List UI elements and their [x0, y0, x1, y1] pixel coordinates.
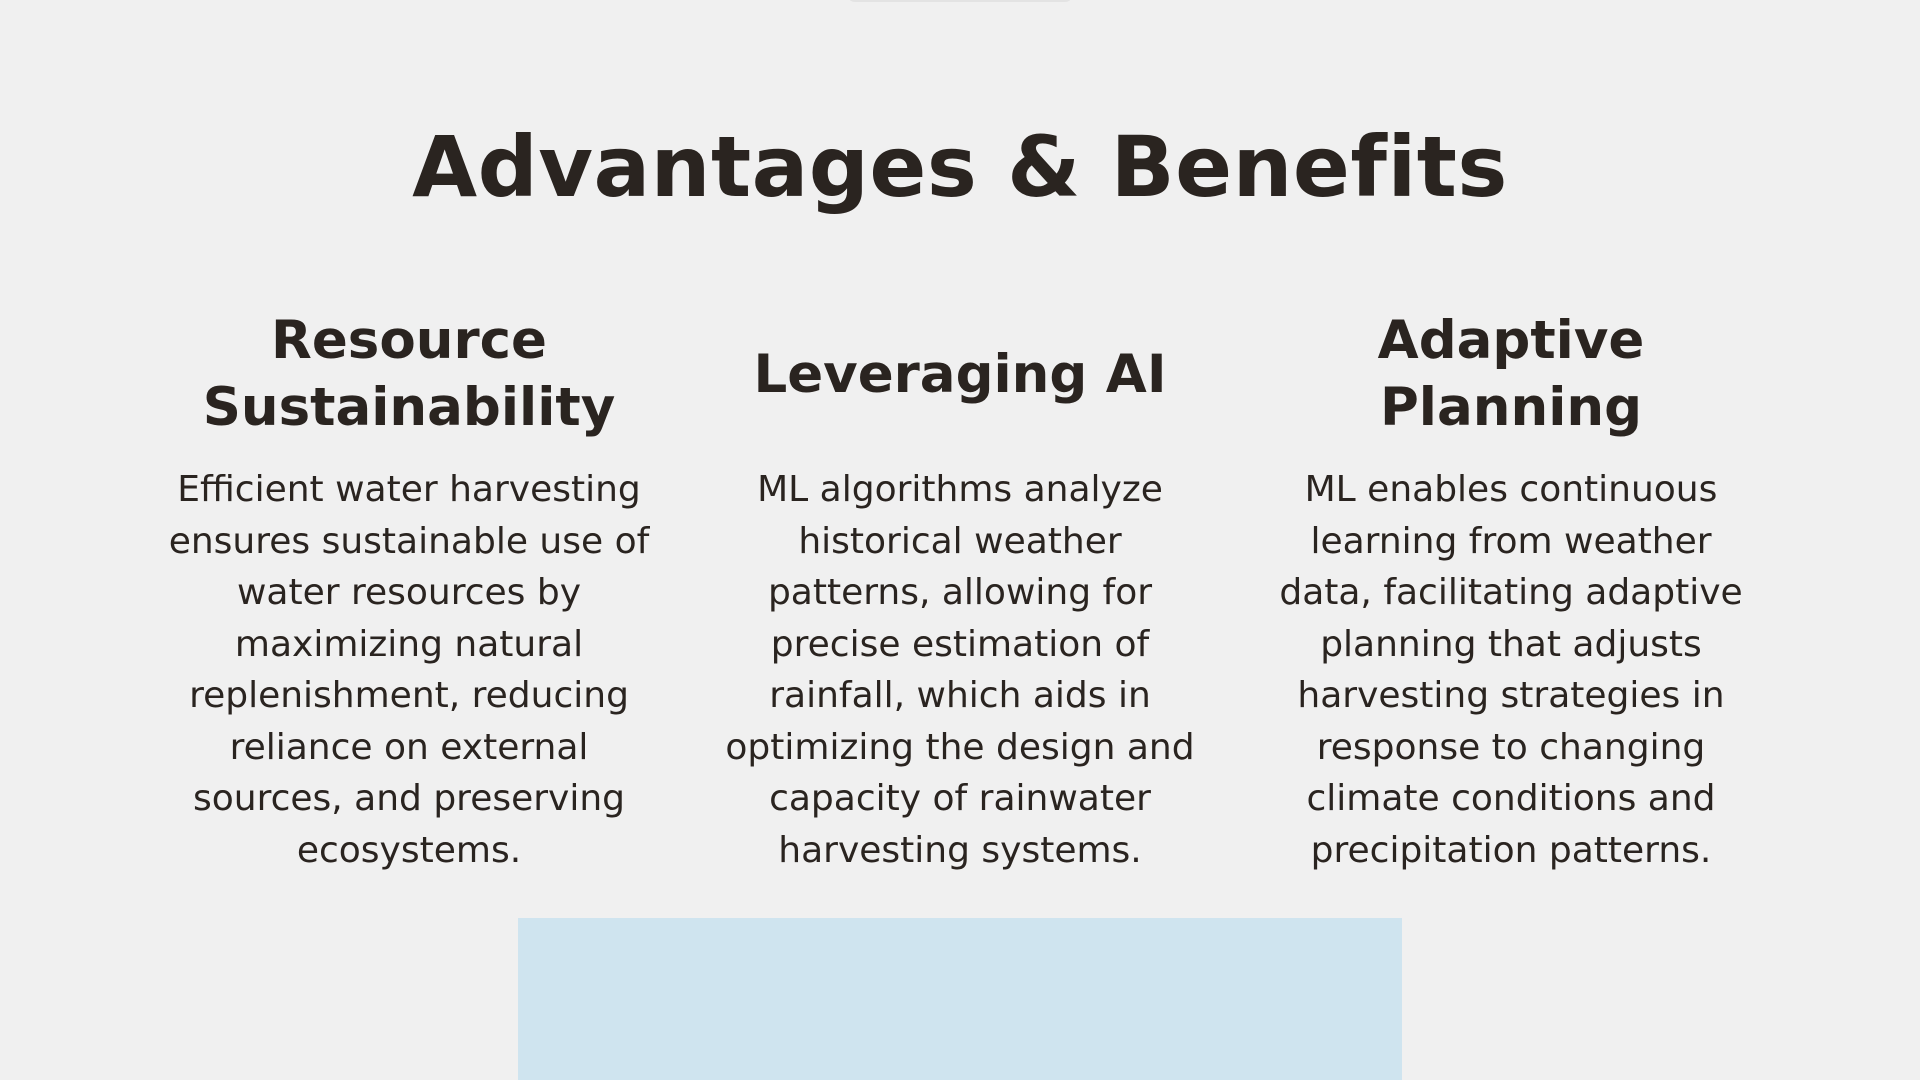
benefit-heading: Leveraging AI	[705, 298, 1215, 450]
benefit-heading-text: Leveraging AI	[753, 343, 1167, 405]
image-placeholder	[518, 918, 1402, 1080]
benefits-columns: Resource Sustainability Efficient water …	[0, 298, 1920, 898]
top-tab-decoration	[847, 0, 1073, 2]
benefit-description: ML enables continuous learning from weat…	[1279, 469, 1743, 871]
benefit-column-adaptive-planning: Adaptive Planning ML enables continuous …	[1256, 298, 1766, 876]
benefit-heading-text: Adaptive Planning	[1377, 310, 1645, 438]
benefit-heading: Resource Sustainability	[154, 298, 664, 450]
benefit-column-resource-sustainability: Resource Sustainability Efficient water …	[154, 298, 664, 876]
benefit-description: ML algorithms analyze historical weather…	[725, 469, 1195, 871]
benefit-column-leveraging-ai: Leveraging AI ML algorithms analyze hist…	[705, 298, 1215, 876]
benefit-description: Efficient water harvesting ensures susta…	[168, 469, 650, 871]
page-title: Advantages & Benefits	[412, 118, 1508, 216]
benefit-heading: Adaptive Planning	[1256, 298, 1766, 450]
benefit-heading-text: Resource Sustainability	[202, 310, 616, 438]
